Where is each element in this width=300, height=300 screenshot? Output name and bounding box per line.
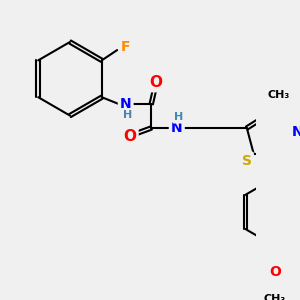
Text: N: N <box>292 125 300 139</box>
Text: H: H <box>123 110 132 120</box>
Text: S: S <box>242 154 252 168</box>
Text: CH₃: CH₃ <box>267 91 290 100</box>
Text: N: N <box>171 121 183 135</box>
Text: CH₃: CH₃ <box>264 294 286 300</box>
Text: O: O <box>123 129 136 144</box>
Text: O: O <box>269 265 281 279</box>
Text: F: F <box>121 40 130 54</box>
Text: N: N <box>120 97 131 111</box>
Text: O: O <box>149 75 162 90</box>
Text: H: H <box>174 112 183 122</box>
